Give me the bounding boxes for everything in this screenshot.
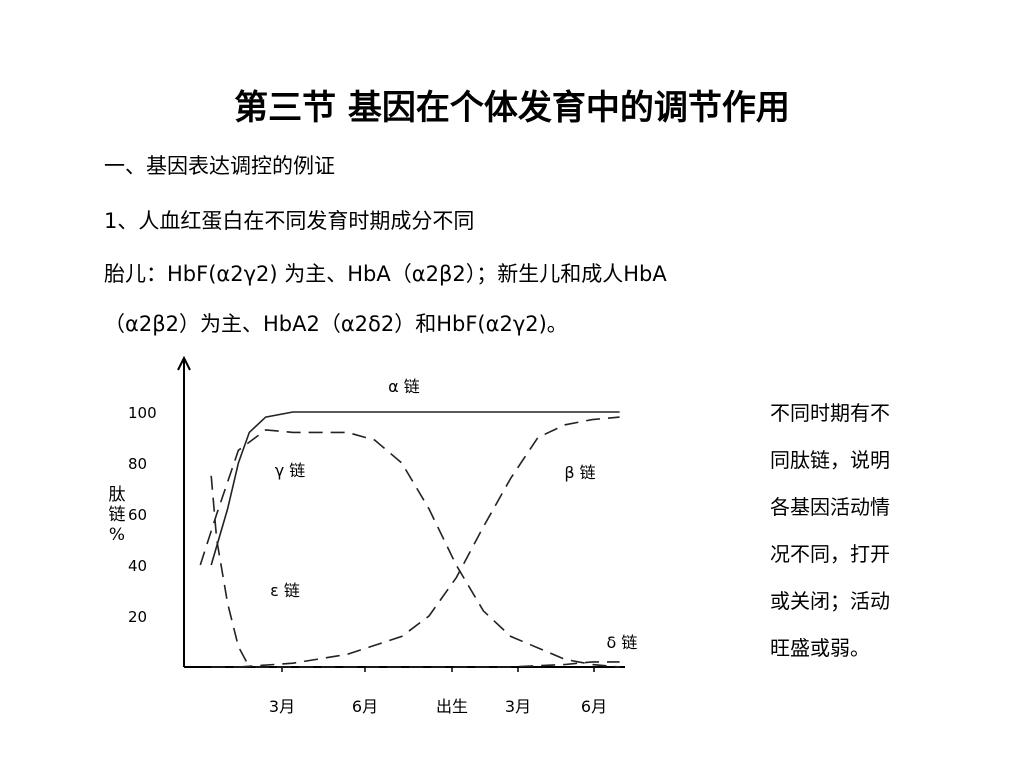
x-tick-label: 出生: [436, 697, 468, 716]
y-axis-arrow: [177, 355, 191, 371]
x-tick-label: 3月: [505, 697, 531, 716]
side-note-line: 同肽链，说明: [770, 448, 890, 472]
y-tick-label: 40: [128, 557, 147, 575]
y-axis-label: 链: [109, 505, 126, 525]
x-tick-label: 3月: [269, 697, 295, 716]
y-tick-label: 100: [128, 404, 157, 422]
x-tick-label: 6月: [352, 697, 378, 716]
section-heading: 一、基因表达调控的例证: [104, 154, 335, 178]
y-axis-label: %: [109, 525, 125, 545]
y-axis-label: 肽: [109, 485, 126, 505]
series-line: [210, 475, 251, 668]
y-tick-label: 20: [128, 608, 147, 626]
paragraph-line-2: （α2β2）为主、HbA2（α2δ2）和HbF(α2γ2)。: [104, 312, 568, 336]
side-note-line: 旺盛或弱。: [770, 636, 870, 660]
side-note-line: 各基因活动情: [770, 495, 890, 519]
paragraph-line-1: 胎儿：HbF(α2γ2) 为主、HbA（α2β2）；新生儿和成人HbA: [104, 262, 667, 286]
series-label: ε 链: [270, 581, 300, 600]
series-line: [238, 416, 620, 668]
subsection-heading: 1、人血红蛋白在不同发育时期成分不同: [104, 209, 475, 233]
side-note: 不同时期有不 同肽链，说明 各基因活动情 况不同，打开 或关闭；活动 旺盛或弱。: [770, 390, 930, 672]
series-line: [210, 411, 620, 566]
series-label: α 链: [388, 377, 420, 396]
series-label: γ 链: [275, 461, 306, 480]
side-note-line: 况不同，打开: [770, 542, 890, 566]
series-label: β 链: [564, 463, 595, 482]
page-title: 第三节 基因在个体发育中的调节作用: [234, 88, 790, 128]
side-note-line: 不同时期有不: [770, 401, 890, 425]
x-tick-label: 6月: [581, 697, 607, 716]
y-tick-label: 80: [128, 455, 147, 473]
series-line: [211, 661, 620, 668]
side-note-line: 或关闭；活动: [770, 589, 890, 613]
series-line: [199, 429, 620, 668]
y-tick-label: 60: [128, 506, 147, 524]
series-label: δ 链: [607, 633, 638, 652]
